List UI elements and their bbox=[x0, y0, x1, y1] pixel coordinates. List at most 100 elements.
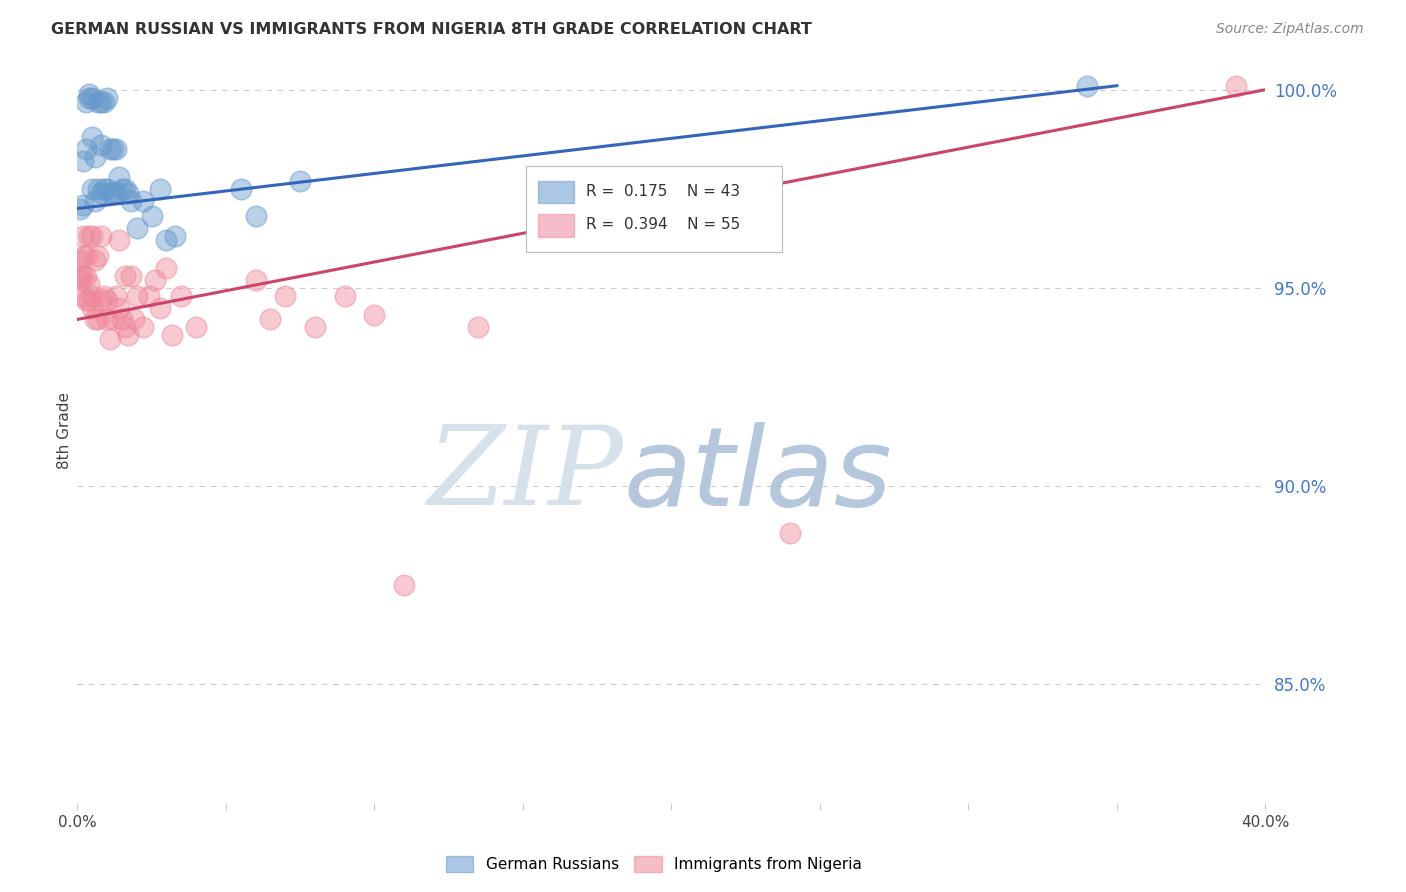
Point bbox=[165, 229, 187, 244]
Point bbox=[87, 312, 110, 326]
Point bbox=[141, 210, 163, 224]
Point bbox=[93, 288, 115, 302]
Point bbox=[104, 288, 127, 302]
Point bbox=[77, 277, 100, 291]
Point bbox=[114, 182, 136, 196]
Point bbox=[69, 253, 91, 268]
Point bbox=[101, 186, 124, 200]
Point bbox=[98, 142, 121, 156]
Point bbox=[96, 90, 118, 104]
Point bbox=[87, 95, 110, 109]
Point bbox=[72, 153, 94, 168]
FancyBboxPatch shape bbox=[538, 181, 574, 203]
Point bbox=[131, 194, 153, 208]
Point bbox=[93, 95, 115, 109]
Point bbox=[82, 301, 104, 315]
Point bbox=[72, 288, 94, 302]
Point bbox=[155, 233, 177, 247]
Point bbox=[149, 182, 172, 196]
Point bbox=[117, 328, 139, 343]
Point bbox=[125, 221, 148, 235]
Point bbox=[304, 320, 326, 334]
Point bbox=[274, 288, 297, 302]
Point bbox=[72, 229, 94, 244]
Point bbox=[363, 309, 385, 323]
Point bbox=[108, 301, 131, 315]
Point bbox=[77, 293, 100, 307]
Text: GERMAN RUSSIAN VS IMMIGRANTS FROM NIGERIA 8TH GRADE CORRELATION CHART: GERMAN RUSSIAN VS IMMIGRANTS FROM NIGERI… bbox=[51, 22, 811, 37]
Point bbox=[75, 249, 97, 263]
Point bbox=[131, 320, 153, 334]
Point bbox=[467, 320, 489, 334]
Text: R =  0.394    N = 55: R = 0.394 N = 55 bbox=[586, 218, 740, 232]
Point bbox=[108, 169, 131, 184]
Point bbox=[77, 229, 100, 244]
Point bbox=[114, 320, 136, 334]
Point bbox=[108, 233, 131, 247]
Point bbox=[84, 253, 107, 268]
Text: Source: ZipAtlas.com: Source: ZipAtlas.com bbox=[1216, 22, 1364, 37]
Point bbox=[96, 182, 118, 196]
Point bbox=[87, 182, 110, 196]
Point bbox=[245, 210, 267, 224]
Point bbox=[138, 288, 160, 302]
Point bbox=[82, 130, 104, 145]
Point bbox=[333, 288, 356, 302]
Point bbox=[72, 197, 94, 211]
Point bbox=[120, 268, 142, 283]
Point bbox=[98, 332, 121, 346]
Point bbox=[149, 301, 172, 315]
Point bbox=[90, 186, 112, 200]
Point bbox=[104, 186, 127, 200]
Point bbox=[122, 312, 145, 326]
Point bbox=[114, 268, 136, 283]
Point bbox=[98, 186, 121, 200]
Point bbox=[90, 293, 112, 307]
Point bbox=[82, 229, 104, 244]
Y-axis label: 8th Grade: 8th Grade bbox=[56, 392, 72, 469]
FancyBboxPatch shape bbox=[526, 166, 782, 252]
Point bbox=[75, 95, 97, 109]
Point bbox=[101, 312, 124, 326]
Point bbox=[77, 90, 100, 104]
Point bbox=[82, 288, 104, 302]
Point bbox=[75, 268, 97, 283]
Point bbox=[72, 268, 94, 283]
Point bbox=[90, 95, 112, 109]
Point bbox=[186, 320, 208, 334]
Point bbox=[96, 293, 118, 307]
Point bbox=[101, 142, 124, 156]
Point bbox=[84, 150, 107, 164]
Point bbox=[69, 268, 91, 283]
Point bbox=[229, 182, 252, 196]
Point bbox=[69, 273, 91, 287]
Point bbox=[111, 182, 134, 196]
Point bbox=[120, 194, 142, 208]
Point bbox=[571, 229, 593, 244]
Text: R =  0.175    N = 43: R = 0.175 N = 43 bbox=[586, 184, 740, 199]
Point bbox=[155, 260, 177, 275]
Point bbox=[392, 578, 415, 592]
Point bbox=[170, 288, 193, 302]
Point bbox=[1076, 78, 1098, 93]
Point bbox=[779, 526, 801, 541]
Point bbox=[1225, 78, 1247, 93]
Legend: German Russians, Immigrants from Nigeria: German Russians, Immigrants from Nigeria bbox=[439, 848, 869, 880]
Point bbox=[259, 312, 281, 326]
Point bbox=[93, 182, 115, 196]
Point bbox=[111, 312, 134, 326]
FancyBboxPatch shape bbox=[538, 214, 574, 236]
Point bbox=[84, 312, 107, 326]
Point bbox=[72, 249, 94, 263]
Point bbox=[96, 312, 118, 326]
Point bbox=[82, 90, 104, 104]
Text: atlas: atlas bbox=[624, 422, 893, 529]
Text: ZIP: ZIP bbox=[427, 421, 624, 529]
Point bbox=[90, 138, 112, 153]
Point bbox=[104, 142, 127, 156]
Point bbox=[87, 249, 110, 263]
Point bbox=[288, 174, 311, 188]
Point bbox=[162, 328, 184, 343]
Point bbox=[69, 202, 91, 216]
Point bbox=[84, 194, 107, 208]
